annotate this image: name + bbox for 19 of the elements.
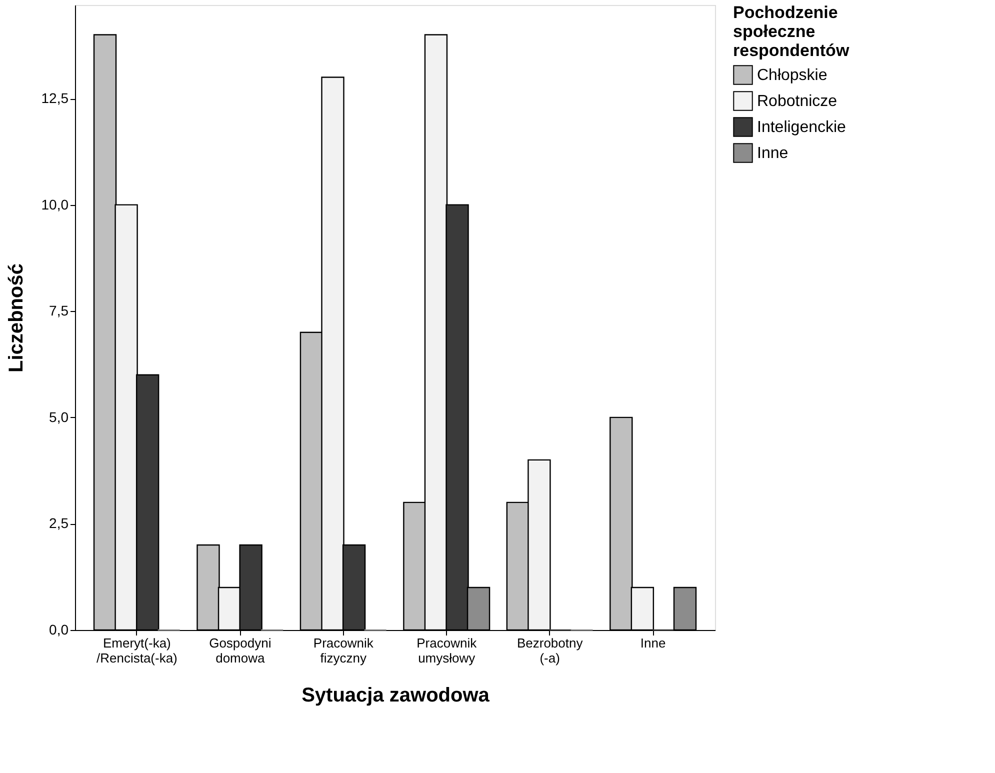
x-tick-label: Inne — [640, 636, 666, 650]
x-tick-label: Bezrobotny (-a) — [516, 636, 584, 666]
legend-label: Chłopskie — [757, 67, 828, 84]
x-tick-label: Pracownik fizyczny — [313, 636, 374, 666]
x-tick-label: Gospodyni domowa — [209, 636, 272, 666]
y-tick-label: 12,5 — [41, 90, 69, 106]
x-tick-label: Emeryt(-ka) /Rencista(-ka) — [96, 636, 178, 666]
y-tick-label: 5,0 — [49, 408, 69, 425]
legend-label: Inne — [757, 145, 788, 162]
y-axis-title: Liczebność — [5, 264, 28, 372]
y-tick-label: 2,5 — [49, 515, 69, 532]
y-tick-label: 10,0 — [41, 196, 69, 212]
x-tick-label: Pracownik umysłowy — [416, 636, 478, 666]
y-tick-label: 7,5 — [49, 302, 69, 319]
legend-label: Robotnicze — [757, 93, 838, 110]
legend-label: Inteligenckie — [757, 119, 846, 136]
x-axis-title: Sytuacja zawodowa — [302, 684, 490, 706]
legend-title: Pochodzenie społeczne respondentów — [733, 3, 850, 60]
y-tick-label: 0,0 — [49, 622, 69, 638]
